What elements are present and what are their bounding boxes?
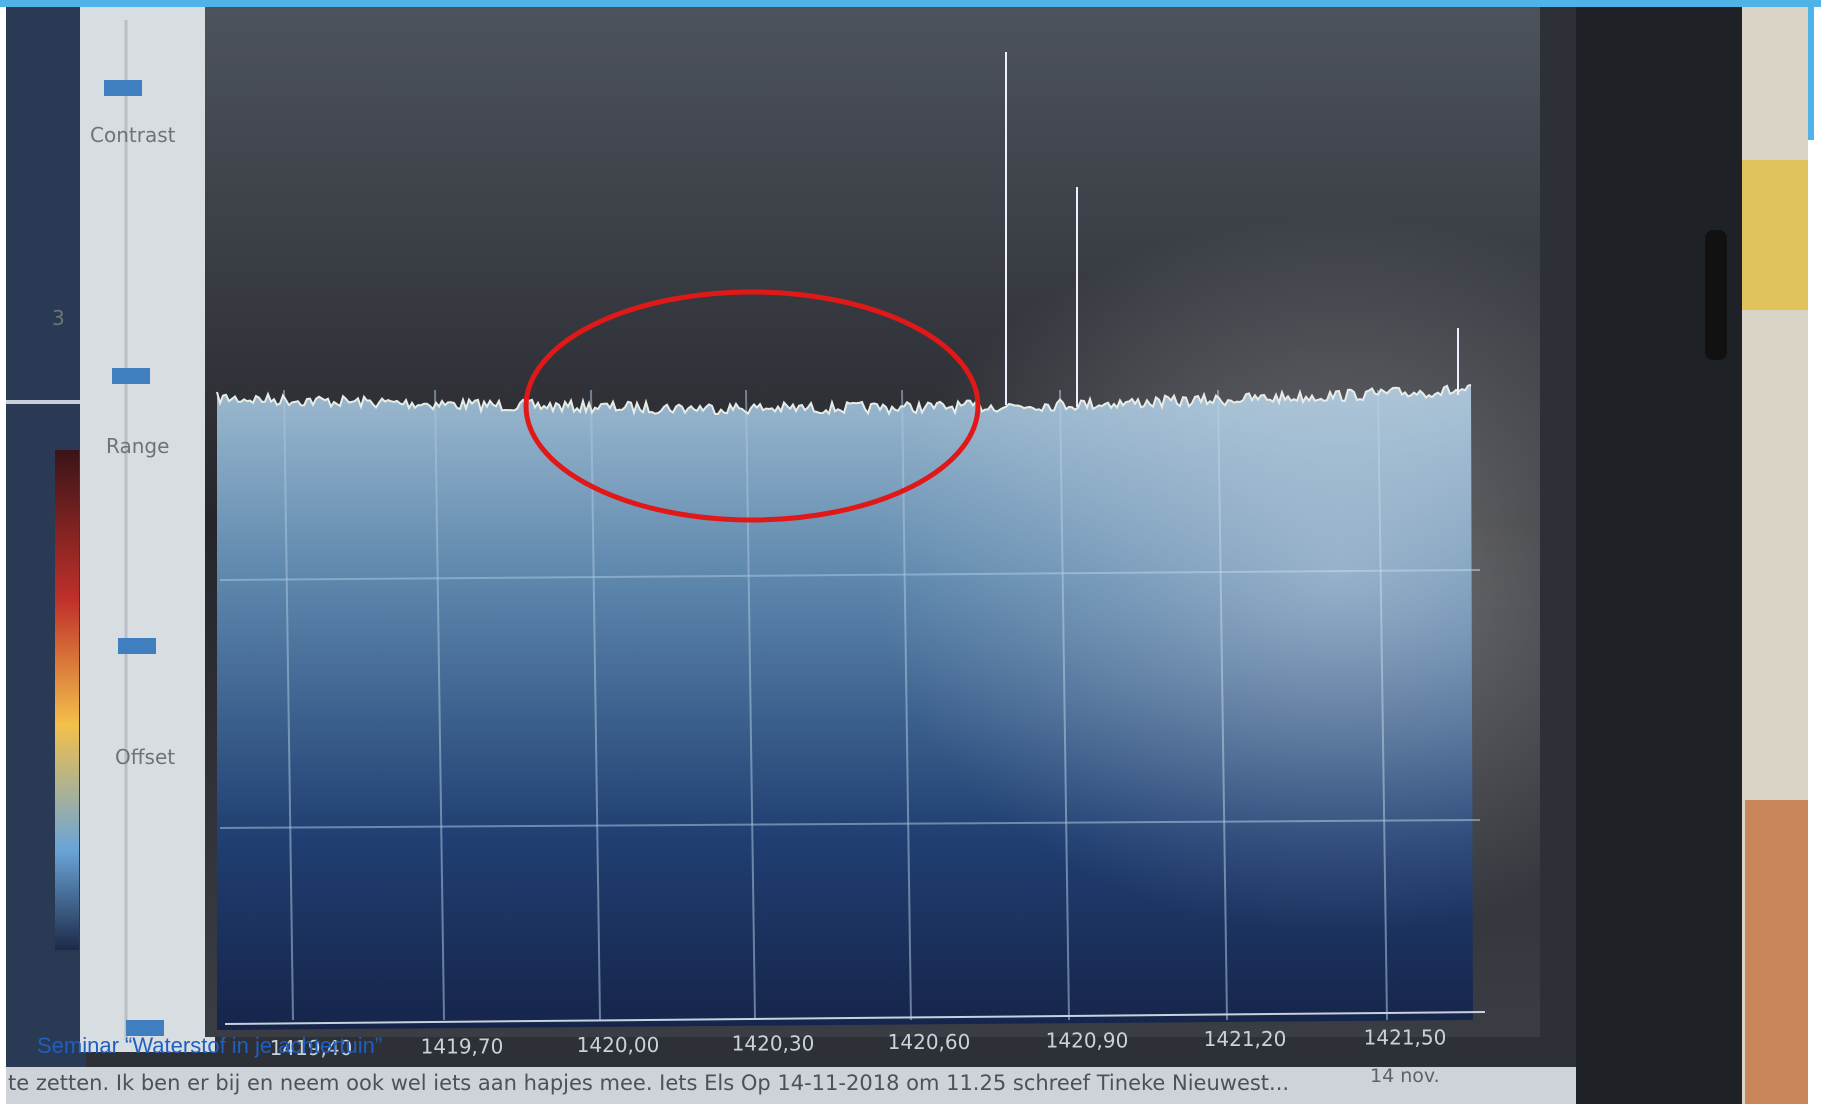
small-number: 3 <box>52 306 65 330</box>
colorbar <box>55 450 79 950</box>
spectrum-line <box>216 383 1472 417</box>
slider-label: Offset <box>115 745 175 769</box>
x-tick-label: 1420,00 <box>577 1033 660 1057</box>
x-tick-label: 1421,20 <box>1204 1027 1287 1051</box>
hinge <box>1705 230 1727 360</box>
x-tick-label: 1419,70 <box>421 1035 504 1059</box>
photo: 3 Contrast Range Offset 1419,40 1419,70 14… <box>6 7 1808 1104</box>
x-tick-label: 1419,40 <box>270 1036 353 1060</box>
caption: Seminar “Waterstof in je achtertuin” <box>37 1033 382 1058</box>
side-stripe <box>1808 0 1814 140</box>
x-ticks: 1419,40 1419,70 1420,00 1420,30 1420,60 1420,… <box>270 1026 1447 1061</box>
x-tick-label: 1420,30 <box>732 1032 815 1056</box>
slider-label: Range <box>106 434 169 458</box>
x-tick-label: 1421,50 <box>1364 1026 1447 1050</box>
x-tick-label: 1420,90 <box>1046 1029 1129 1053</box>
highlight-ellipse <box>523 289 981 523</box>
slider-label: Contrast <box>90 123 176 147</box>
divider <box>6 400 86 404</box>
slider-thumb <box>118 638 156 654</box>
slider-thumb <box>104 80 142 96</box>
notification-date: 14 nov. <box>1370 1065 1440 1087</box>
glare <box>205 7 1540 1037</box>
notification-bar <box>6 1067 1576 1104</box>
notification-text: te zetten. Ik ben er bij en neem ook wel… <box>8 1071 1289 1095</box>
slider-thumb <box>126 1020 164 1036</box>
plant <box>1742 160 1808 310</box>
x-axis <box>224 1011 1486 1025</box>
x-tick-label: 1420,60 <box>888 1030 971 1054</box>
top-stripe <box>0 0 1821 7</box>
table-edge <box>1745 800 1808 1104</box>
slider-panel <box>80 7 215 1052</box>
slider-thumb <box>112 368 150 384</box>
